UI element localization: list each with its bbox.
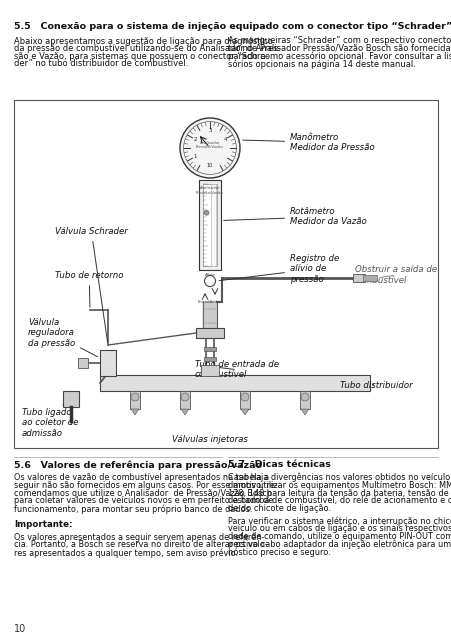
Text: 5.6   Valores de referência para pressão/vazão: 5.6 Valores de referência para pressão/v… bbox=[14, 460, 262, 470]
Text: 4: 4 bbox=[223, 137, 226, 142]
Bar bbox=[299, 391, 309, 409]
Text: 2: 2 bbox=[193, 137, 196, 142]
Bar bbox=[100, 350, 116, 376]
Text: Para verificar o sistema elétrico, a interrupção no chicote do: Para verificar o sistema elétrico, a int… bbox=[227, 516, 451, 525]
Bar bbox=[14, 100, 437, 448]
Polygon shape bbox=[300, 409, 308, 415]
Text: Tubo ligado
ao coletor de
admissão: Tubo ligado ao coletor de admissão bbox=[22, 405, 78, 438]
Text: der” no tubo distribuidor de combustível.: der” no tubo distribuidor de combustível… bbox=[14, 60, 188, 68]
Text: sórios opcionais na página 14 deste manual.: sórios opcionais na página 14 deste manu… bbox=[227, 60, 415, 69]
Bar bbox=[201, 365, 219, 376]
Text: Pressão/Vazão: Pressão/Vazão bbox=[196, 191, 223, 195]
Text: veículo ou em cabos de ligação e os sinais respectivos da uni-: veículo ou em cabos de ligação e os sina… bbox=[227, 524, 451, 532]
Bar bbox=[179, 391, 189, 409]
Text: 3: 3 bbox=[208, 128, 211, 133]
Text: Válvula Schrader: Válvula Schrader bbox=[55, 227, 128, 342]
Text: Registro de
alívio de
pressão: Registro de alívio de pressão bbox=[219, 254, 339, 284]
Bar bbox=[196, 328, 224, 338]
Text: Manômetro
Medidor da Pressão: Manômetro Medidor da Pressão bbox=[242, 133, 374, 152]
Text: Obstruir a saída de
combustível: Obstruir a saída de combustível bbox=[354, 266, 436, 285]
Text: cia. Portanto, a Bosch se reserva no direito de alterar os valo-: cia. Portanto, a Bosch se reserva no dir… bbox=[14, 540, 267, 549]
Text: Tubo de entrada de
combustível: Tubo de entrada de combustível bbox=[194, 360, 278, 380]
Bar bbox=[130, 391, 140, 409]
Text: Os valores apresentados a seguir servem apenas de referên-: Os valores apresentados a seguir servem … bbox=[14, 532, 264, 542]
Bar bbox=[352, 274, 364, 282]
Circle shape bbox=[131, 393, 139, 401]
Circle shape bbox=[203, 210, 208, 215]
Text: seguir não são fornecidos em alguns casos. Por esse motivo, re-: seguir não são fornecidos em alguns caso… bbox=[14, 481, 277, 490]
Text: Analisador: Analisador bbox=[199, 141, 220, 145]
Text: Válvulas injetoras: Válvulas injetoras bbox=[172, 435, 248, 444]
Text: nóstico preciso e seguro.: nóstico preciso e seguro. bbox=[227, 547, 330, 557]
Polygon shape bbox=[240, 409, 249, 415]
Text: da bomba de combustível, do relé de acionamento e continuida-: da bomba de combustível, do relé de acio… bbox=[227, 497, 451, 506]
Text: são e Vazão, para sistemas que possuem o conector “Schra-: são e Vazão, para sistemas que possuem o… bbox=[14, 52, 268, 61]
Text: para coletar valores de veículos novos e em perfeito estado de: para coletar valores de veículos novos e… bbox=[14, 497, 273, 506]
Polygon shape bbox=[131, 409, 139, 415]
Text: Os valores de vazão de combustível apresentados na tabela a: Os valores de vazão de combustível apres… bbox=[14, 473, 268, 482]
Text: parado como acessório opcional. Favor consultar a lista de aces-: parado como acessório opcional. Favor co… bbox=[227, 52, 451, 61]
Text: 10: 10 bbox=[207, 163, 213, 168]
Text: tar no Analisador Pressão/Vazão Bosch são fornecidas em se-: tar no Analisador Pressão/Vazão Bosch sã… bbox=[227, 44, 451, 52]
Text: pectivo cabo adaptador da injeção eletrônica para um diag-: pectivo cabo adaptador da injeção eletrô… bbox=[227, 540, 451, 549]
Bar bbox=[63, 391, 79, 407]
Text: As mangueiras “Schrader” com o respectivo conector para adap-: As mangueiras “Schrader” com o respectiv… bbox=[227, 36, 451, 45]
Text: Tubo de retorno: Tubo de retorno bbox=[55, 271, 123, 307]
Bar bbox=[211, 184, 216, 266]
Bar bbox=[100, 375, 369, 391]
Text: Rotâmetro
Medidor da Vazão: Rotâmetro Medidor da Vazão bbox=[223, 207, 366, 227]
Bar bbox=[362, 275, 376, 281]
Bar bbox=[203, 347, 216, 351]
Text: Tubo distribuidor: Tubo distribuidor bbox=[339, 381, 412, 390]
Text: Abaixo apresentamos a sugestão de ligação para diagnóstico: Abaixo apresentamos a sugestão de ligaçã… bbox=[14, 36, 272, 45]
Text: Entrada: Entrada bbox=[198, 300, 212, 304]
Circle shape bbox=[300, 393, 308, 401]
Text: Alívio: Alívio bbox=[204, 273, 215, 277]
Bar bbox=[239, 391, 249, 409]
Text: comendamos que utilize o Analisador  de Pressão/Vazão Bosch: comendamos que utilize o Analisador de P… bbox=[14, 488, 272, 498]
Text: de do chicote de ligação.: de do chicote de ligação. bbox=[227, 504, 330, 513]
Polygon shape bbox=[180, 409, 189, 415]
Bar bbox=[78, 358, 88, 368]
Text: Caso haja divergências nos valores obtidos no veículo, recomen-: Caso haja divergências nos valores obtid… bbox=[227, 473, 451, 483]
Text: 10: 10 bbox=[14, 624, 26, 634]
Text: Válvula
reguladora
da pressão: Válvula reguladora da pressão bbox=[28, 318, 97, 356]
Text: da pressão de combustível utilizando-se do Analisador de Pres-: da pressão de combustível utilizando-se … bbox=[14, 44, 280, 52]
Text: 1: 1 bbox=[193, 154, 196, 159]
Circle shape bbox=[179, 118, 239, 178]
Text: damos utilizar os equipamentos Multímetro Bosch: MMD 301, 302,: damos utilizar os equipamentos Multímetr… bbox=[227, 481, 451, 490]
Bar bbox=[198, 180, 221, 270]
Circle shape bbox=[240, 393, 249, 401]
Text: Analisador: Analisador bbox=[199, 186, 220, 190]
Text: 5.7   Dicas técnicas: 5.7 Dicas técnicas bbox=[227, 460, 330, 469]
Text: dade de comando, utilize o equipamento PIN-OUT com res-: dade de comando, utilize o equipamento P… bbox=[227, 532, 451, 541]
Text: Saída: Saída bbox=[210, 300, 219, 304]
Text: 5.5   Conexão para o sistema de injeção equipado com o conector tipo “Schrader” : 5.5 Conexão para o sistema de injeção eq… bbox=[14, 22, 451, 31]
Text: res apresentados a qualquer tempo, sem aviso prévio.: res apresentados a qualquer tempo, sem a… bbox=[14, 548, 238, 557]
Text: Importante:: Importante: bbox=[14, 520, 72, 529]
Text: 128, 148 para leitura da tensão da bateria, tensão de alimentação: 128, 148 para leitura da tensão da bater… bbox=[227, 488, 451, 498]
Circle shape bbox=[204, 275, 215, 287]
Bar bbox=[202, 184, 216, 266]
Bar bbox=[203, 357, 216, 361]
Text: funcionamento, para montar seu próprio banco de dados.: funcionamento, para montar seu próprio b… bbox=[14, 504, 252, 514]
Text: Pressão/Vazão: Pressão/Vazão bbox=[196, 145, 223, 149]
Circle shape bbox=[180, 393, 189, 401]
